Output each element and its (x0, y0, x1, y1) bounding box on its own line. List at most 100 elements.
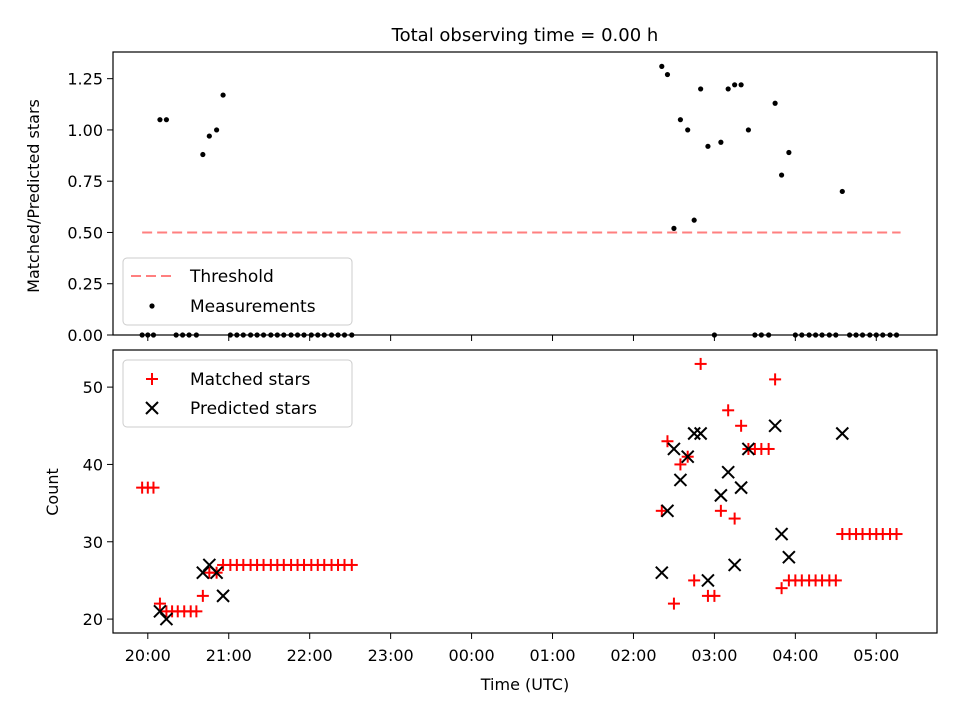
x-stroke-b (660, 504, 675, 518)
x-stroke-b (701, 573, 715, 588)
x-stroke-b (721, 465, 735, 479)
x-stroke-b (693, 426, 708, 441)
measurement-point (163, 117, 170, 123)
legend-predicted-label: Predicted stars (190, 399, 317, 419)
legend-predicted-marker (145, 401, 159, 415)
legend-plus-glyph (146, 373, 158, 385)
y-tick-label: 1.00 (67, 121, 103, 140)
predicted-star-point (687, 426, 701, 441)
measurement-point (772, 100, 778, 106)
measurement-point (664, 71, 671, 78)
matched-star-point (196, 589, 209, 602)
matched-star-point (655, 504, 668, 517)
ratio-panel: Total observing time = 0.00 h Matched/Pr… (24, 25, 938, 345)
predicted-star-point (714, 488, 728, 503)
x-stroke-b (202, 558, 217, 572)
measurement-point (214, 127, 220, 133)
matched-star-point (190, 605, 203, 618)
predicted-star-point (216, 589, 230, 603)
measurement-point (200, 151, 206, 158)
matched-star-point (714, 504, 727, 517)
ratio-legend: Threshold Measurements (122, 257, 353, 326)
measurement-point (685, 127, 691, 133)
y-tick-label: 0.00 (67, 326, 103, 345)
x-stroke-b (655, 565, 669, 580)
x-stroke-b (782, 550, 796, 564)
measurement-point (786, 149, 792, 156)
y-tick-label: 0.75 (67, 172, 103, 191)
y-tick-label: 0.50 (67, 223, 103, 242)
matched-star-point (694, 357, 707, 370)
y-tick-label: 1.25 (67, 70, 103, 89)
matched-star-point (667, 597, 680, 610)
measurement-point (705, 143, 711, 149)
x-tick-label: 03:00 (691, 646, 737, 665)
x-tick-label: 21:00 (206, 646, 252, 665)
legend-matched-marker (146, 373, 158, 385)
measurement-point (677, 117, 684, 123)
x-stroke-b (774, 527, 789, 541)
predicted-star-point (673, 473, 688, 487)
predicted-star-point (655, 565, 669, 580)
legend-threshold-label: Threshold (189, 267, 274, 287)
measurement-point (839, 188, 845, 195)
measurement-point (738, 82, 744, 88)
x-stroke-b (714, 488, 728, 503)
predicted-stars-points (153, 419, 850, 626)
x-stroke-b (741, 442, 756, 456)
predicted-star-point (741, 442, 756, 456)
x-tick-label: 05:00 (853, 646, 899, 665)
matched-star-point (829, 574, 842, 587)
x-stroke-b (673, 473, 688, 487)
y-tick-label: 20 (83, 610, 103, 629)
count-panel: Count Time (UTC) 20 30 40 50 20:00 21:00 22:0… (43, 349, 938, 694)
x-axis-label: Time (UTC) (480, 675, 569, 694)
matched-star-point (147, 481, 160, 494)
x-stroke-b (734, 480, 748, 495)
y-tick-label: 40 (83, 455, 103, 474)
measurement-point (691, 217, 697, 223)
measurement-point (659, 63, 665, 69)
predicted-star-point (159, 612, 174, 626)
x-stroke-b (159, 612, 174, 626)
measurement-point (732, 82, 738, 88)
measurement-point (206, 133, 212, 139)
legend-matched-label: Matched stars (190, 370, 310, 390)
y-axis-label-ratio: Matched/Predicted stars (24, 99, 43, 293)
legend-measurement-marker (149, 303, 155, 309)
y-tick-label: 0.25 (67, 275, 103, 294)
matched-star-point (769, 373, 782, 386)
x-stroke-b (680, 449, 695, 464)
matched-star-point (735, 419, 748, 432)
x-stroke-b (667, 442, 681, 456)
x-stroke-b (768, 419, 782, 433)
legend-box (122, 359, 353, 428)
legend-measurement-label: Measurements (190, 297, 316, 317)
measurement-point (698, 86, 704, 92)
predicted-star-point (782, 550, 796, 564)
matched-stars-points (136, 357, 903, 618)
measurement-point (220, 92, 226, 98)
x-tick-label: 00:00 (449, 646, 495, 665)
predicted-star-point (693, 426, 708, 441)
matched-star-point (890, 528, 903, 541)
matched-star-point (708, 589, 721, 602)
measurement-point (671, 225, 677, 231)
matched-star-point (153, 597, 166, 610)
legend-box (122, 257, 353, 326)
predicted-star-point (701, 573, 715, 588)
measurement-point (778, 172, 785, 178)
x-tick-label: 23:00 (368, 646, 414, 665)
matched-star-point (661, 435, 674, 448)
x-tick-label: 20:00 (125, 646, 171, 665)
matched-star-point (688, 574, 701, 587)
x-stroke-b (835, 426, 850, 441)
x-ticks: 20:00 21:00 22:00 23:00 00:00 01:00 02:00 03:00… (125, 633, 899, 665)
predicted-star-point (721, 465, 735, 479)
measurement-point (157, 117, 163, 123)
y-tick-label: 30 (83, 533, 103, 552)
x-stroke-b (216, 589, 230, 603)
x-tick-label: 01:00 (529, 646, 575, 665)
measurement-point (725, 86, 731, 92)
